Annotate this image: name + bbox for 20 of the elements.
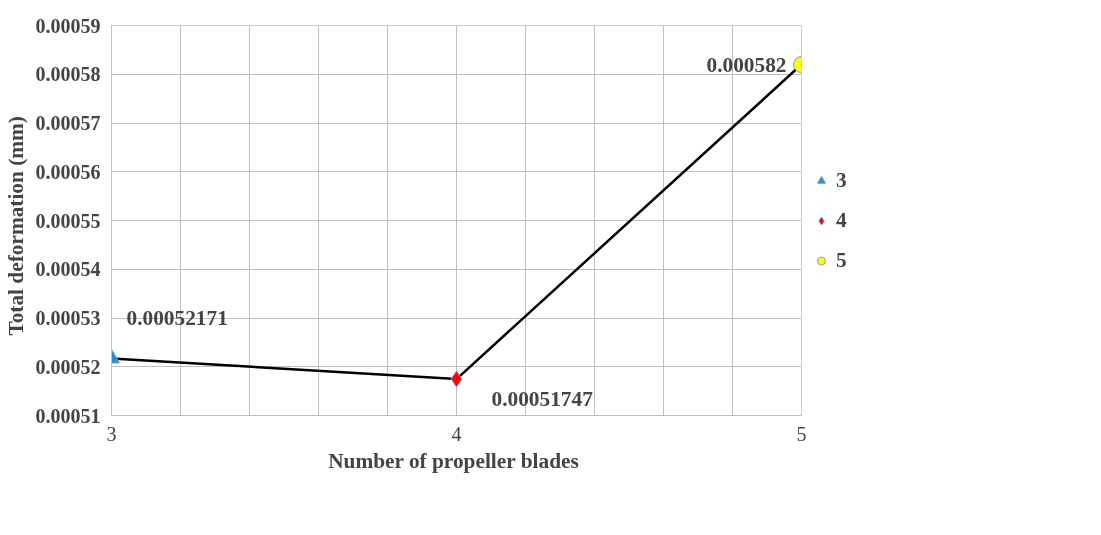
- legend-label: 5: [836, 247, 848, 273]
- x-tick-label: 3: [106, 422, 117, 445]
- y-tick-label: 0.00057: [35, 112, 101, 134]
- y-tick-label: 0.00052: [35, 355, 101, 378]
- x-tick-label: 4: [451, 422, 462, 445]
- y-tick-label: 0.00054: [35, 258, 101, 281]
- y-tick-label: 0.00053: [35, 307, 101, 329]
- y-axis-title: Total deformation (mm): [3, 116, 28, 336]
- y-tick-label: 0.00055: [35, 209, 101, 232]
- x-axis-title: Number of propeller blades: [328, 448, 579, 473]
- data-label: 0.00051747: [491, 387, 594, 412]
- x-tick-label: 5: [796, 422, 807, 445]
- legend-label: 3: [836, 167, 848, 193]
- y-tick-label: 0.00058: [35, 63, 101, 86]
- legend-label: 4: [836, 207, 848, 233]
- y-tick-label: 0.00056: [35, 160, 101, 183]
- data-label: 0.000582: [706, 52, 787, 77]
- y-tick-label: 0.00059: [35, 14, 101, 37]
- data-label: 0.00052171: [126, 306, 228, 331]
- y-tick-label: 0.00051: [35, 404, 101, 427]
